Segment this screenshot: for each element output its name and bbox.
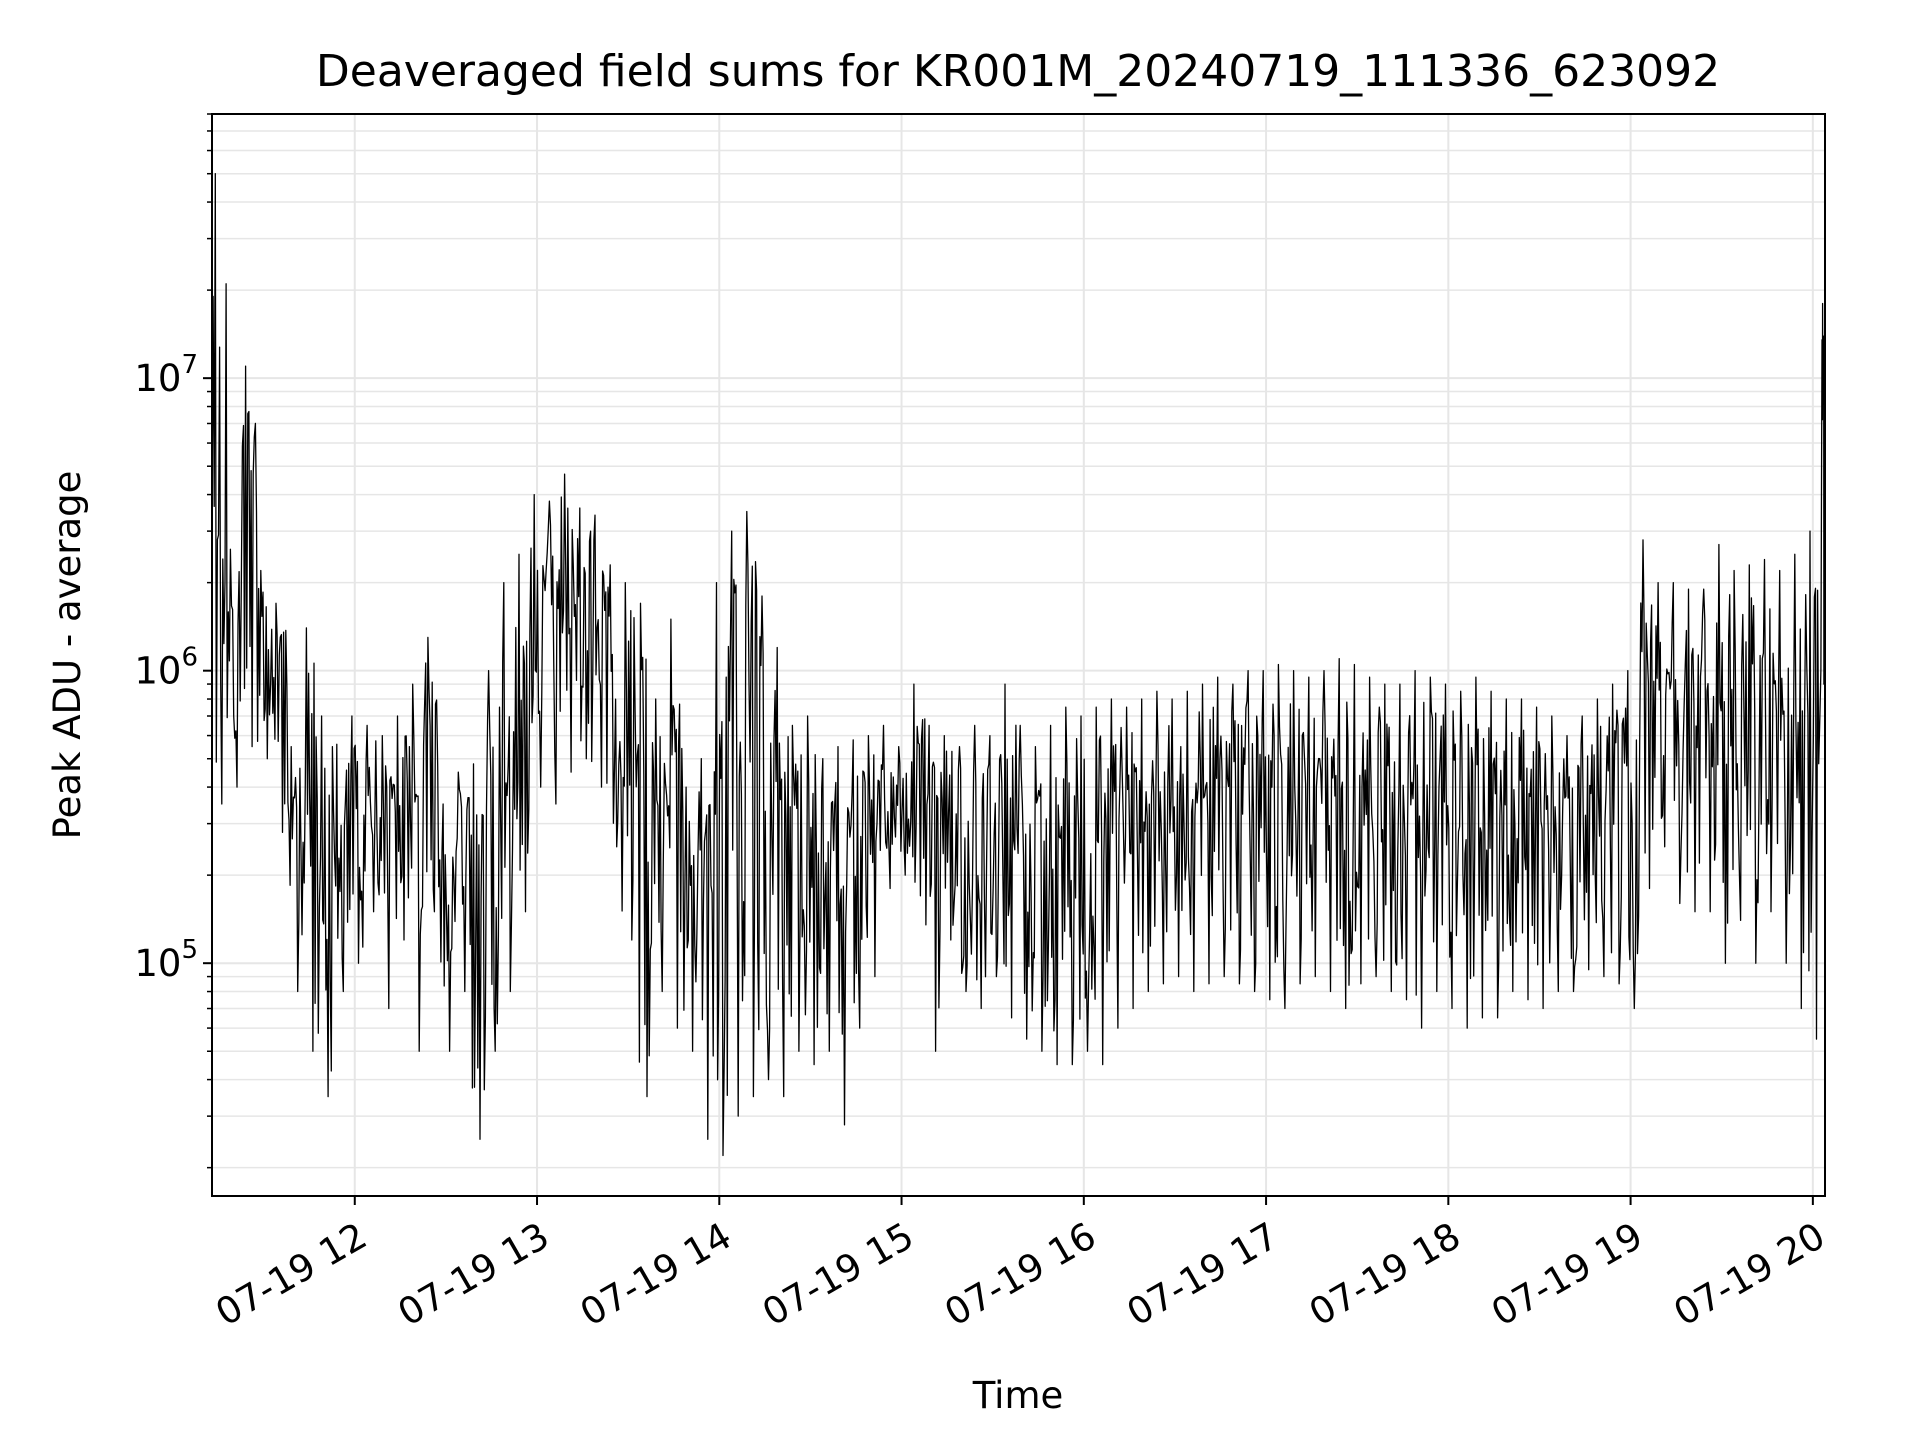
chart-title: Deaveraged field sums for KR001M_2024071… (316, 46, 1720, 97)
x-tick-label: 07-19 15 (755, 1214, 921, 1334)
series-line (211, 173, 1826, 1157)
grid-lines (212, 113, 1825, 1196)
x-tick-label: 07-19 13 (391, 1214, 557, 1334)
plot-frame (211, 113, 1826, 1197)
y-tick-label: 106 (134, 643, 198, 693)
x-tick-label: 07-19 16 (938, 1214, 1104, 1334)
x-tick-label: 07-19 14 (573, 1214, 739, 1334)
x-tick-label: 07-19 19 (1484, 1214, 1650, 1334)
y-tick-label: 105 (134, 935, 198, 985)
x-tick-label: 07-19 12 (208, 1214, 374, 1334)
x-tick-label: 07-19 18 (1302, 1214, 1468, 1334)
series-layer (211, 173, 1826, 1157)
x-axis-label: Time (972, 1374, 1064, 1417)
x-tick-label: 07-19 17 (1120, 1214, 1286, 1334)
y-axis-label: Peak ADU - average (46, 471, 89, 840)
tick-marks (203, 113, 1814, 1205)
x-tick-label: 07-19 20 (1667, 1214, 1833, 1334)
y-tick-label: 107 (134, 350, 198, 400)
